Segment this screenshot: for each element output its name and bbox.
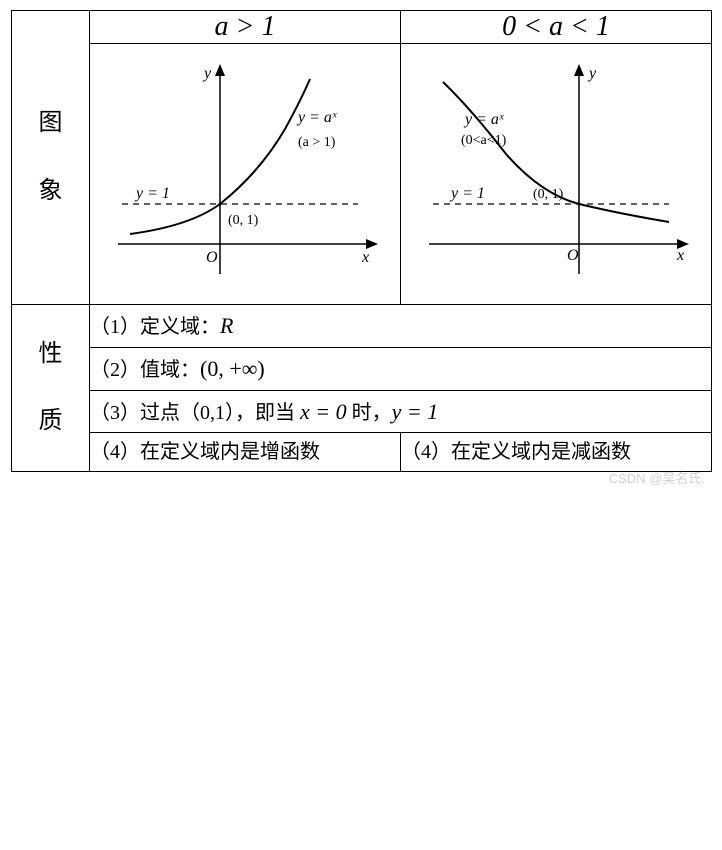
row-label-prop-1: 性 (12, 321, 89, 388)
row-label-graph-2: 象 (12, 158, 89, 225)
svg-text:y: y (202, 65, 212, 82)
svg-text:y = aˣ: y = aˣ (296, 109, 337, 126)
graph-increasing: y x O y = aˣ (a > 1) y = 1 (0, 1) (100, 54, 390, 294)
graph-decreasing: y x O y = aˣ (0<a<1) y = 1 (0, 1) (411, 54, 701, 294)
svg-text:(a > 1): (a > 1) (298, 135, 336, 150)
property-monotonic-increasing: （4）在定义域内是增函数 (90, 433, 401, 472)
svg-text:x: x (361, 249, 369, 266)
svg-text:y: y (587, 65, 597, 82)
graph-cell-decreasing: y x O y = aˣ (0<a<1) y = 1 (0, 1) (401, 44, 712, 305)
exponential-function-table: 图 象 a > 1 0 < a < 1 y x (11, 10, 712, 472)
property-range: （2）值域：(0, +∞) (90, 347, 712, 390)
svg-text:y = 1: y = 1 (134, 185, 170, 202)
svg-text:O: O (567, 247, 579, 264)
row-label-graph: 图 象 (12, 11, 90, 305)
header-a-lt-1: 0 < a < 1 (401, 11, 712, 44)
property-point: （3）过点（0,1），即当 x = 0 时，y = 1 (90, 390, 712, 433)
property-monotonic-decreasing: （4）在定义域内是减函数 (401, 433, 712, 472)
header-a-gt-1: a > 1 (90, 11, 401, 44)
svg-text:y = aˣ: y = aˣ (463, 111, 504, 128)
row-label-graph-1: 图 (12, 90, 89, 157)
graph-cell-increasing: y x O y = aˣ (a > 1) y = 1 (0, 1) (90, 44, 401, 305)
row-label-properties: 性 质 (12, 305, 90, 472)
svg-text:(0, 1): (0, 1) (228, 213, 259, 228)
svg-text:y = 1: y = 1 (449, 185, 485, 202)
svg-text:(0, 1): (0, 1) (533, 187, 564, 202)
row-label-prop-2: 质 (12, 388, 89, 455)
svg-text:(0<a<1): (0<a<1) (461, 133, 507, 148)
svg-text:O: O (206, 249, 218, 266)
svg-text:x: x (676, 247, 684, 264)
property-domain: （1）定义域：R (90, 305, 712, 348)
